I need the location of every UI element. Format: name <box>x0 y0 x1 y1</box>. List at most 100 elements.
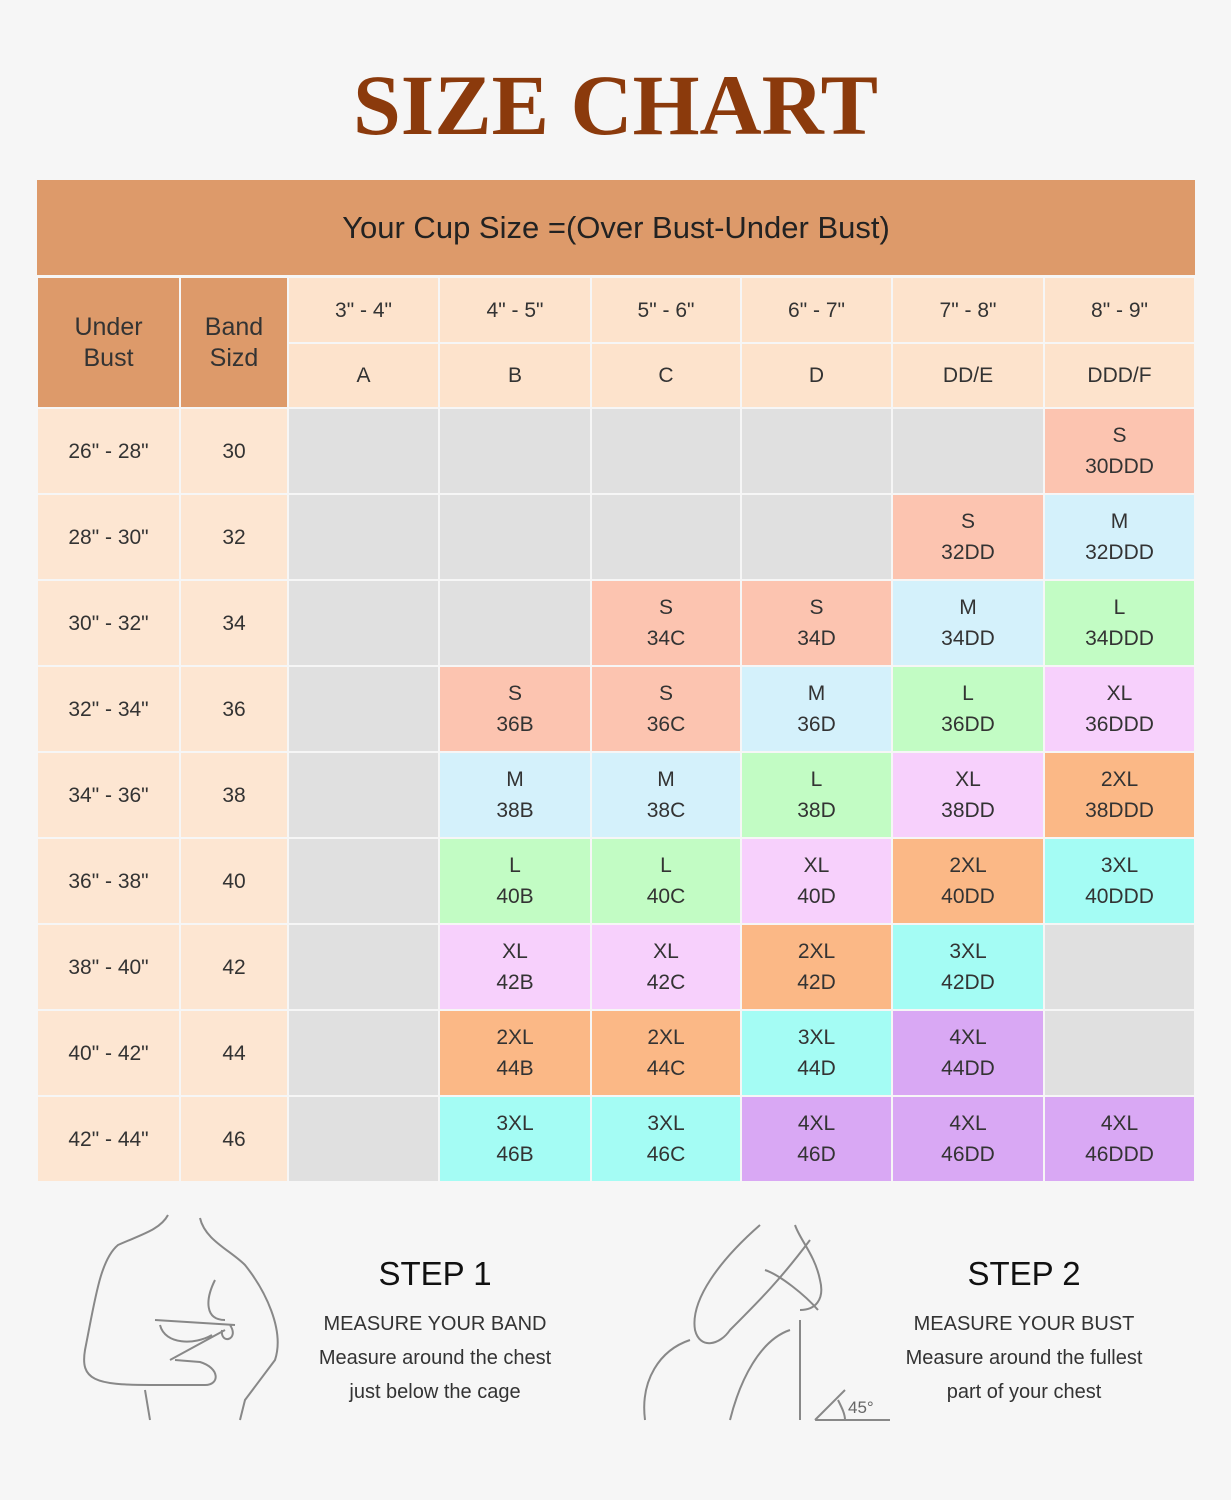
size-size: 4XL <box>797 1112 836 1135</box>
size-size: XL <box>653 940 679 963</box>
step-2: STEP 2 MEASURE YOUR BUST Measure around … <box>844 1255 1204 1409</box>
banner: Your Cup Size =(Over Bust-Under Bust) <box>37 180 1195 275</box>
size-cell: S 32DD <box>892 494 1044 580</box>
size-cell: 3XL 42DD <box>892 924 1044 1010</box>
size-cell: M 34DD <box>892 580 1044 666</box>
size-size: 4XL <box>949 1112 987 1135</box>
size-cell: L 34DDD <box>1044 580 1195 666</box>
size-code: 42B <box>496 971 534 994</box>
under-bust: 28" - 30" <box>37 494 180 580</box>
size-code: 36DD <box>941 713 995 736</box>
under-bust: 40" - 42" <box>37 1010 180 1096</box>
size-size: 4XL <box>949 1026 987 1049</box>
size-size: S <box>960 510 975 533</box>
size-cell: S 36C <box>591 666 741 752</box>
size-code: 38DD <box>941 799 995 822</box>
size-cell: 4XL 44DD <box>892 1010 1044 1096</box>
empty-cell <box>288 408 439 494</box>
band-size: 38 <box>180 752 288 838</box>
size-size: L <box>660 854 672 877</box>
size-cell: M 36D <box>741 666 892 752</box>
under-bust: 42" - 44" <box>37 1096 180 1182</box>
cup-letter: A <box>288 343 439 408</box>
empty-cell <box>591 494 741 580</box>
under-bust: 30" - 32" <box>37 580 180 666</box>
size-size: S <box>1112 424 1127 447</box>
size-size: 4XL <box>1100 1112 1139 1135</box>
size-code: 46B <box>496 1143 534 1166</box>
size-size: XL <box>1106 682 1133 705</box>
size-code: 34D <box>797 627 836 650</box>
size-size: 2XL <box>797 940 836 963</box>
under-bust: 26" - 28" <box>37 408 180 494</box>
band-size: 46 <box>180 1096 288 1182</box>
size-size: L <box>810 768 823 791</box>
size-cell: L 36DD <box>892 666 1044 752</box>
step-title: STEP 1 <box>378 1255 492 1292</box>
size-cell: 2XL 38DDD <box>1044 752 1195 838</box>
size-code: 38DDD <box>1085 799 1154 822</box>
size-code: 36C <box>646 713 686 736</box>
size-code: 38D <box>797 799 836 822</box>
band-size: 36 <box>180 666 288 752</box>
size-size: 2XL <box>496 1026 534 1049</box>
size-size: 3XL <box>1100 854 1139 877</box>
header-band-size: Band Sizd <box>180 277 288 408</box>
size-code: 40D <box>797 885 836 908</box>
title: SIZE CHART <box>352 57 879 153</box>
size-size: L <box>509 854 521 877</box>
cup-range: 8" - 9" <box>1044 277 1195 343</box>
size-size: 3XL <box>949 940 987 963</box>
empty-cell <box>439 494 591 580</box>
size-cell: XL 38DD <box>892 752 1044 838</box>
size-code: 46C <box>646 1143 686 1166</box>
size-size: XL <box>955 768 981 791</box>
size-code: 42C <box>646 971 686 994</box>
size-size: 3XL <box>797 1026 836 1049</box>
size-code: 32DD <box>941 541 995 564</box>
size-size: 3XL <box>496 1112 534 1135</box>
cup-letter: D <box>741 343 892 408</box>
size-code: 40DD <box>941 885 995 908</box>
size-cell: XL 42C <box>591 924 741 1010</box>
size-cell: XL 42B <box>439 924 591 1010</box>
step-subtitle: MEASURE YOUR BUST <box>913 1313 1135 1335</box>
header-under-bust: Under Bust <box>37 277 180 408</box>
size-code: 46DDD <box>1085 1143 1154 1166</box>
size-code: 40DDD <box>1085 885 1154 908</box>
size-cell: L 40C <box>591 838 741 924</box>
size-code: 36B <box>496 713 534 736</box>
size-cell: 4XL 46DD <box>892 1096 1044 1182</box>
size-code: 36D <box>797 713 836 736</box>
step-subtitle: MEASURE YOUR BAND <box>323 1313 547 1335</box>
size-cell: S 34D <box>741 580 892 666</box>
size-cell: XL 40D <box>741 838 892 924</box>
step-text: Measure around the fullest part of your … <box>905 1347 1143 1403</box>
size-cell: 4XL 46D <box>741 1096 892 1182</box>
figure-2 <box>643 1224 890 1421</box>
empty-cell <box>439 408 591 494</box>
size-code: 46D <box>797 1143 836 1166</box>
size-size: L <box>1113 596 1126 619</box>
empty-cell <box>1044 924 1195 1010</box>
empty-cell <box>1044 1010 1195 1096</box>
cup-range: 6" - 7" <box>741 277 892 343</box>
size-cell: M 32DDD <box>1044 494 1195 580</box>
step-1: STEP 1 MEASURE YOUR BAND Measure around … <box>255 1255 615 1409</box>
cup-letter: DD/E <box>892 343 1044 408</box>
size-size: 2XL <box>647 1026 685 1049</box>
empty-cell <box>288 752 439 838</box>
size-cell: 2XL 44B <box>439 1010 591 1096</box>
size-code: 44D <box>797 1057 836 1080</box>
empty-cell <box>741 494 892 580</box>
size-cell: S 34C <box>591 580 741 666</box>
cup-letter: C <box>591 343 741 408</box>
size-cell: M 38B <box>439 752 591 838</box>
size-size: M <box>959 596 977 619</box>
size-cell: 2XL 42D <box>741 924 892 1010</box>
size-size: S <box>658 596 673 619</box>
cup-range: 5" - 6" <box>591 277 741 343</box>
size-code: 42D <box>797 971 836 994</box>
size-size: M <box>657 768 675 791</box>
